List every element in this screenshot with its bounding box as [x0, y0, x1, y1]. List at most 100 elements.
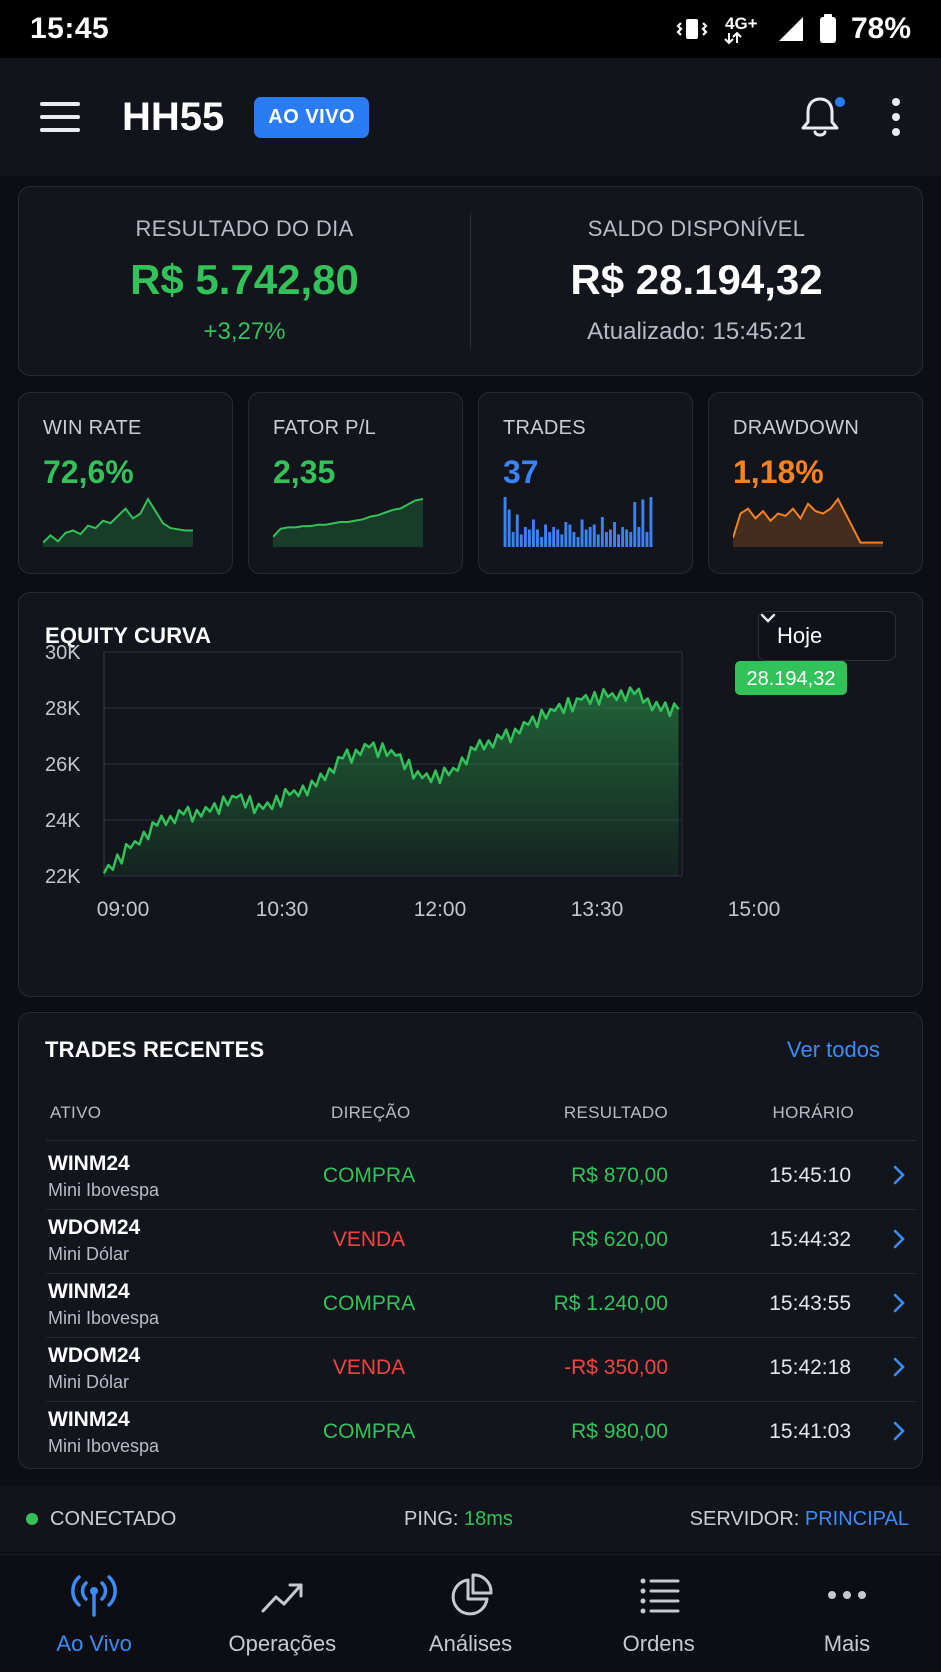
trade-direction: COMPRA: [322, 1292, 416, 1315]
x-tick-label: 12:00: [414, 898, 467, 921]
connection-bar: CONECTADO PING: 18ms SERVIDOR: PRINCIPAL: [0, 1486, 941, 1552]
daily-result-label: RESULTADO DO DIA: [135, 216, 354, 241]
trade-result: R$ 870,00: [571, 1164, 668, 1187]
trade-result: R$ 1.240,00: [553, 1292, 668, 1315]
spark-bar: [536, 529, 539, 547]
vibrate-icon: [676, 19, 708, 39]
drawdown-sparkline: [733, 497, 883, 547]
nav-label: Mais: [823, 1630, 871, 1656]
trade-asset-name: Mini Ibovespa: [48, 1436, 160, 1456]
trade-time: 15:43:55: [769, 1292, 851, 1315]
trend-up-icon: [261, 1583, 303, 1612]
equity-chart: 30K 28K 26K 24K 22K 09:00 10:30 12:00 13:30 15:00…: [45, 642, 847, 921]
spark-bar: [564, 522, 568, 547]
metric-card-trades[interactable]: TRADES 37: [478, 392, 693, 574]
trade-direction: COMPRA: [322, 1164, 416, 1187]
nav-label: Operações: [228, 1630, 337, 1656]
trade-time: 15:41:03: [769, 1420, 851, 1443]
trade-asset: WINM24: [48, 1408, 130, 1431]
table-row[interactable]: WDOM24 Mini Dólar VENDA -R$ 350,00 15:42:18: [46, 1334, 916, 1402]
spark-bar: [584, 529, 588, 547]
trade-direction: VENDA: [332, 1228, 406, 1251]
chevron-right-icon: [893, 1357, 905, 1377]
metric-card-profit-factor[interactable]: FATOR P/L 2,35: [248, 392, 463, 574]
table-row[interactable]: WINM24 Mini Ibovespa COMPRA R$ 1.240,00 15:4…: [46, 1270, 916, 1338]
metric-label: TRADES: [503, 417, 586, 439]
table-header: ATIVO DIREÇÃO RESULTADO HORÁRIO: [46, 1091, 916, 1141]
spark-bar: [629, 532, 633, 547]
spark-bar: [596, 534, 600, 547]
spark-bar: [568, 524, 572, 547]
spark-bar: [637, 527, 641, 547]
period-dropdown[interactable]: Hoje: [758, 611, 896, 661]
table-row[interactable]: WDOM24 Mini Dólar VENDA R$ 620,00 15:44:32: [46, 1206, 916, 1274]
trade-result: -R$ 350,00: [564, 1356, 668, 1379]
menu-icon[interactable]: [40, 102, 80, 132]
spark-bar: [605, 532, 608, 547]
broadcast-icon: [71, 1574, 117, 1617]
y-tick-label: 26K: [45, 754, 81, 776]
trade-asset: WDOM24: [48, 1344, 141, 1367]
pie-chart-icon: [451, 1572, 493, 1615]
y-tick-label: 22K: [45, 866, 81, 888]
more-dots-icon: [827, 1590, 866, 1599]
nav-mais[interactable]: Mais: [753, 1555, 941, 1672]
equity-curve-card: EQUITY CURVA Hoje 30K 28K 26K 24K 22K 09:00 10…: [18, 592, 923, 997]
spark-line: [273, 498, 423, 538]
daily-result-value: R$ 5.742,80: [130, 256, 359, 303]
spark-bar: [552, 527, 556, 547]
metric-value: 2,35: [273, 454, 336, 490]
spark-bar: [507, 509, 511, 547]
spark-area: [733, 499, 883, 547]
trade-result: R$ 620,00: [571, 1228, 668, 1251]
chevron-right-icon: [893, 1165, 905, 1185]
spark-bar: [645, 532, 649, 547]
trade-asset-name: Mini Ibovespa: [48, 1180, 160, 1200]
battery-icon: [819, 14, 836, 43]
app-title: HH55: [122, 94, 225, 139]
status-icons: 4G+ 78%: [675, 12, 911, 46]
balance-label: SALDO DISPONÍVEL: [587, 216, 806, 241]
col-time: HORÁRIO: [772, 1103, 854, 1122]
nav-operacoes[interactable]: Operações: [188, 1555, 376, 1672]
notification-bell-icon[interactable]: [799, 95, 847, 139]
chevron-down-icon: [760, 613, 776, 623]
spark-bar: [592, 524, 596, 547]
metric-value: 37: [503, 454, 539, 490]
spark-bar: [613, 522, 616, 547]
spark-bar: [580, 519, 584, 547]
trade-time: 15:44:32: [769, 1228, 851, 1251]
win-rate-sparkline: [43, 496, 193, 547]
nav-analises[interactable]: Análises: [376, 1555, 564, 1672]
table-row[interactable]: WINM24 Mini Ibovespa COMPRA R$ 870,00 15:45:…: [46, 1142, 916, 1210]
spark-bar: [560, 534, 564, 547]
table-row[interactable]: WINM24 Mini Ibovespa COMPRA R$ 980,00 15:41:…: [46, 1398, 916, 1466]
trade-direction: VENDA: [332, 1356, 406, 1379]
spark-bar: [503, 497, 507, 547]
summary-card: RESULTADO DO DIA R$ 5.742,80 +3,27% SALD…: [18, 186, 923, 376]
trades-bar-sparkline: [503, 497, 653, 547]
more-options-icon[interactable]: [891, 98, 901, 136]
spark-bar: [572, 532, 576, 547]
daily-result: RESULTADO DO DIA R$ 5.742,80 +3,27%: [19, 187, 470, 375]
spark-bar: [617, 534, 620, 547]
spark-bar: [532, 519, 535, 547]
profit-factor-sparkline: [273, 498, 423, 547]
status-bar: 15:45 4G+ 78%: [0, 0, 941, 58]
spark-bar: [576, 537, 580, 547]
metric-card-drawdown[interactable]: DRAWDOWN 1,18%: [708, 392, 923, 574]
equity-area: [104, 687, 679, 876]
metric-card-win-rate[interactable]: WIN RATE 72,6%: [18, 392, 233, 574]
nav-ordens[interactable]: Ordens: [565, 1555, 753, 1672]
nav-label: Ordens: [622, 1630, 695, 1656]
ping-label: PING:: [404, 1507, 459, 1530]
spark-bar: [519, 534, 523, 547]
spark-bar: [621, 527, 625, 547]
metric-value: 72,6%: [43, 454, 134, 490]
nav-ao-vivo[interactable]: Ao Vivo: [0, 1555, 188, 1672]
col-result: RESULTADO: [563, 1103, 668, 1122]
trade-time: 15:42:18: [769, 1356, 851, 1379]
signal-icon: [778, 17, 803, 41]
recent-trades-card: TRADES RECENTES Ver todos ATIVO DIREÇÃO …: [18, 1012, 923, 1469]
view-all-link[interactable]: Ver todos: [787, 1037, 880, 1062]
